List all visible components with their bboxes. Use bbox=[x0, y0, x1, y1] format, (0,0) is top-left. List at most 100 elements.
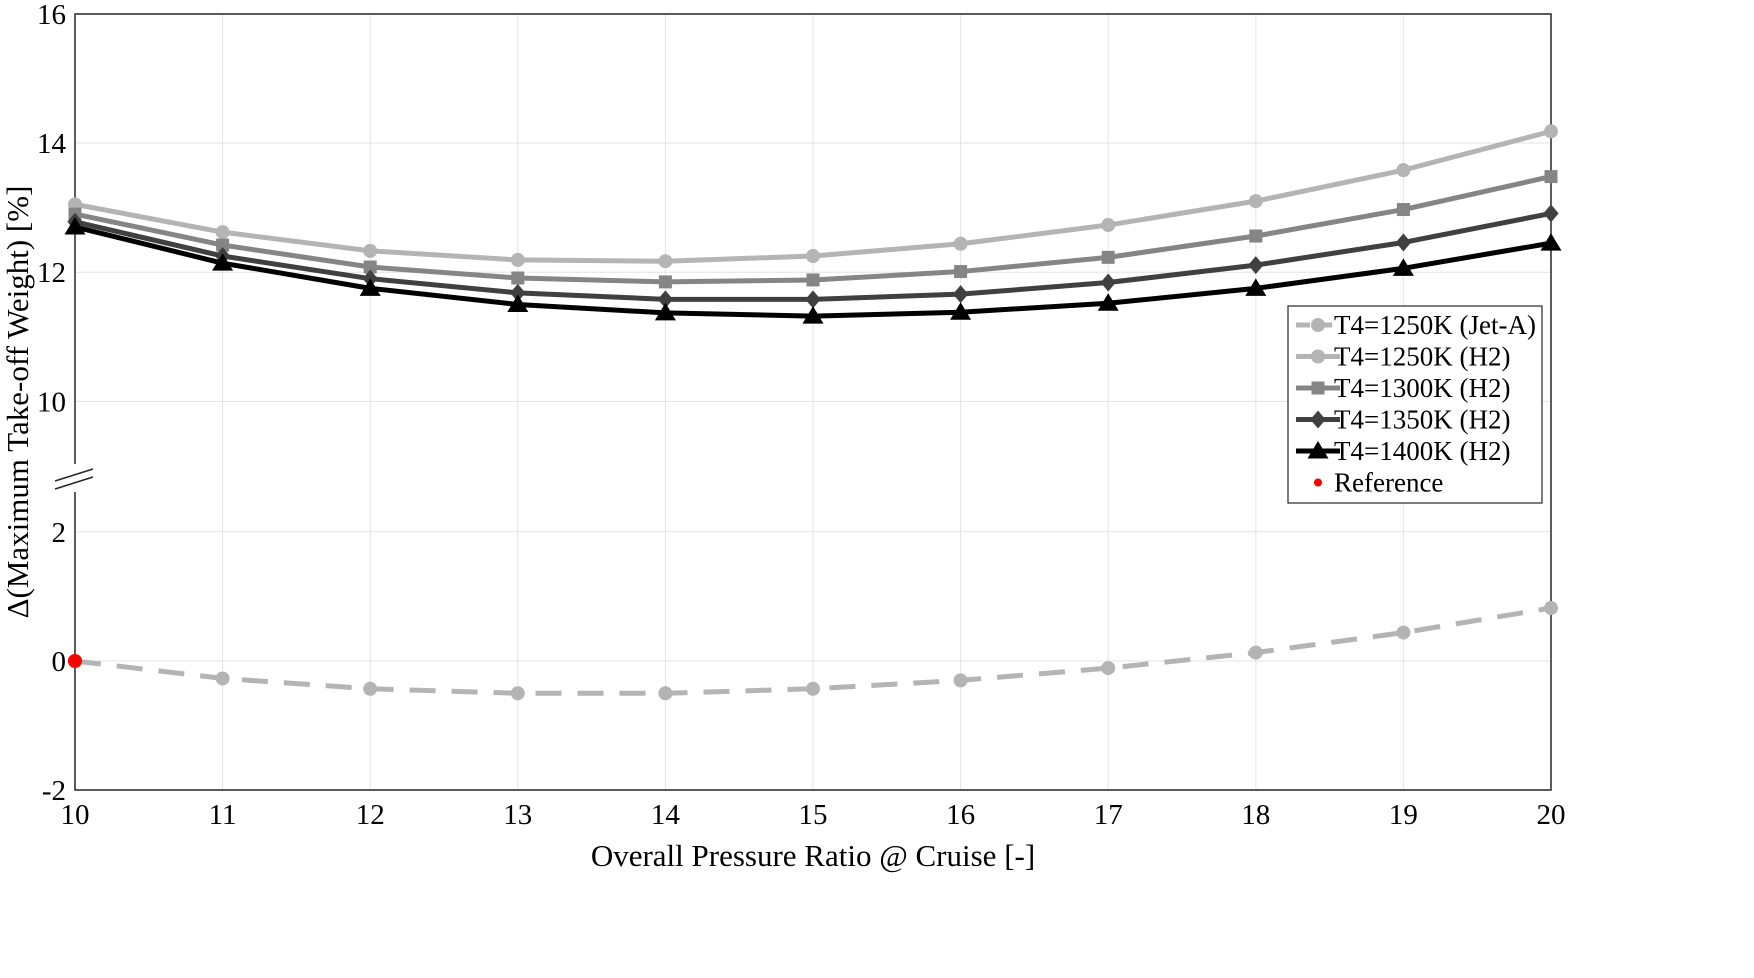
point-marker bbox=[1392, 258, 1414, 276]
plot-area-frame bbox=[74, 13, 1552, 791]
legend-label: T4=1300K (H2) bbox=[1334, 373, 1510, 403]
series-group bbox=[67, 204, 1559, 309]
point-marker bbox=[1307, 441, 1329, 459]
point-marker bbox=[1396, 625, 1411, 640]
y-tick-label: 16 bbox=[37, 0, 66, 31]
point-marker bbox=[806, 273, 820, 287]
x-tick-label: 10 bbox=[61, 799, 90, 831]
point-marker bbox=[658, 686, 673, 701]
series-group bbox=[68, 124, 1558, 269]
point-marker bbox=[1245, 278, 1267, 296]
legend-entry: T4=1400K (H2) bbox=[1296, 436, 1510, 466]
series-group bbox=[64, 216, 1562, 324]
point-marker bbox=[954, 265, 968, 279]
legend-entry: T4=1300K (H2) bbox=[1296, 373, 1510, 403]
point-marker bbox=[1396, 163, 1411, 178]
axis-break-slash bbox=[54, 476, 94, 490]
point-marker bbox=[1100, 273, 1116, 292]
point-marker bbox=[1311, 318, 1325, 332]
point-marker bbox=[1311, 349, 1325, 364]
point-marker bbox=[806, 249, 820, 264]
series-lines bbox=[64, 124, 1562, 701]
x-tick-label: 12 bbox=[356, 799, 385, 831]
point-marker bbox=[359, 278, 381, 296]
legend-label: T4=1250K (Jet-A) bbox=[1334, 310, 1536, 340]
point-marker bbox=[1311, 381, 1325, 395]
point-marker bbox=[1310, 410, 1326, 429]
legend-swatch-dot bbox=[1314, 478, 1322, 487]
y-axis-label: Δ(Maximum Take-off Weight) [%] bbox=[0, 186, 35, 619]
axis-break-slash bbox=[54, 468, 94, 482]
point-marker bbox=[805, 290, 821, 309]
point-marker bbox=[510, 686, 525, 701]
point-marker bbox=[1396, 203, 1410, 217]
point-marker bbox=[511, 271, 525, 285]
point-marker bbox=[510, 252, 525, 267]
point-marker bbox=[950, 302, 972, 320]
x-tick-label: 20 bbox=[1537, 799, 1566, 831]
point-marker bbox=[1101, 218, 1116, 233]
point-marker bbox=[1097, 293, 1119, 311]
point-marker bbox=[1248, 194, 1263, 209]
legend-label: Reference bbox=[1334, 468, 1443, 498]
reference-point bbox=[68, 654, 82, 668]
point-marker bbox=[1544, 601, 1558, 616]
reference-marker bbox=[68, 654, 82, 668]
legend-label: T4=1400K (H2) bbox=[1334, 436, 1510, 466]
axis-break-marker bbox=[53, 464, 97, 492]
point-marker bbox=[654, 302, 676, 321]
point-marker bbox=[1101, 250, 1115, 264]
point-marker bbox=[1248, 645, 1263, 660]
legend-box bbox=[1287, 305, 1543, 504]
point-marker bbox=[215, 671, 230, 686]
x-tick-label: 14 bbox=[651, 799, 681, 831]
tick-labels: 10 11 12 13 14 15 16 17 18 19 20 10 12 14 16 -2 0 2 bbox=[37, 0, 1566, 831]
point-marker bbox=[806, 681, 820, 696]
y-tick-label: 10 bbox=[37, 386, 66, 418]
legend: T4=1250K (Jet-A)T4=1250K (H2)T4=1300K (H… bbox=[1287, 305, 1543, 504]
x-tick-label: 11 bbox=[209, 799, 237, 831]
legend-entry: Reference bbox=[1314, 468, 1443, 498]
x-tick-label: 19 bbox=[1389, 799, 1418, 831]
point-marker bbox=[212, 253, 234, 271]
point-marker bbox=[1544, 124, 1558, 139]
x-tick-label: 16 bbox=[946, 799, 975, 831]
point-marker bbox=[1543, 204, 1559, 223]
point-marker bbox=[64, 216, 86, 235]
x-tick-label: 18 bbox=[1241, 799, 1270, 831]
point-marker bbox=[1248, 256, 1264, 275]
point-marker bbox=[953, 236, 968, 251]
point-marker bbox=[507, 294, 529, 312]
legend-label: T4=1350K (H2) bbox=[1334, 405, 1510, 435]
series-group bbox=[68, 170, 1558, 289]
point-marker bbox=[658, 275, 672, 289]
point-marker bbox=[510, 283, 526, 302]
point-marker bbox=[1101, 661, 1116, 676]
point-marker bbox=[953, 673, 968, 688]
y-tick-label: -2 bbox=[42, 775, 66, 807]
legend-entry: T4=1250K (Jet-A) bbox=[1296, 310, 1536, 340]
legend-label: T4=1250K (H2) bbox=[1334, 342, 1510, 372]
y-tick-label: 2 bbox=[52, 517, 67, 549]
point-marker bbox=[1249, 229, 1263, 243]
point-marker bbox=[363, 243, 378, 258]
legend-entry: T4=1350K (H2) bbox=[1296, 405, 1510, 435]
y-tick-label: 14 bbox=[37, 128, 67, 160]
x-tick-label: 17 bbox=[1094, 799, 1123, 831]
point-marker bbox=[1540, 233, 1562, 251]
y-tick-label: 0 bbox=[52, 646, 67, 678]
x-tick-label: 13 bbox=[503, 799, 532, 831]
point-marker bbox=[657, 290, 674, 309]
point-marker bbox=[1395, 233, 1412, 252]
point-marker bbox=[1544, 170, 1558, 184]
point-marker bbox=[363, 260, 377, 274]
point-marker bbox=[802, 306, 824, 324]
point-marker bbox=[363, 681, 378, 696]
x-axis-label: Overall Pressure Ratio @ Cruise [-] bbox=[591, 838, 1035, 873]
point-marker bbox=[216, 238, 230, 252]
point-marker bbox=[215, 225, 230, 240]
x-tick-label: 15 bbox=[799, 799, 828, 831]
point-marker bbox=[952, 285, 969, 304]
point-marker bbox=[658, 254, 673, 269]
